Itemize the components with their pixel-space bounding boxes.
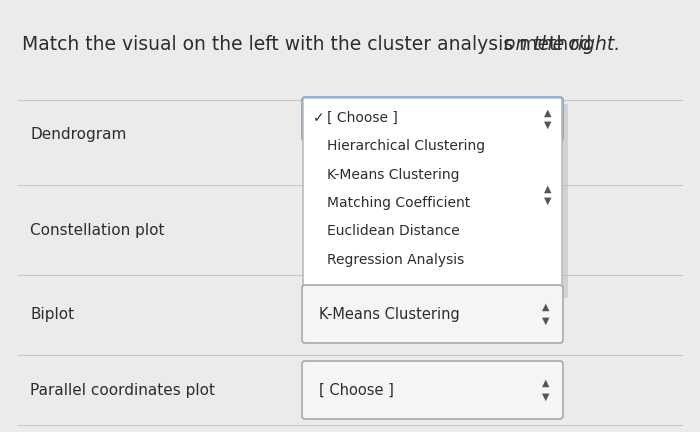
Text: Euclidean Distance: Euclidean Distance [327, 224, 460, 238]
Text: Constellation plot: Constellation plot [30, 222, 164, 238]
Text: ▼: ▼ [545, 120, 552, 130]
Text: on the right.: on the right. [504, 35, 620, 54]
Text: ▼: ▼ [545, 196, 552, 206]
Text: Dendrogram: Dendrogram [30, 127, 127, 143]
Text: ▼: ▼ [542, 392, 550, 402]
Text: [ Choose ]: [ Choose ] [319, 382, 394, 397]
Text: ▲: ▲ [545, 108, 552, 118]
FancyBboxPatch shape [302, 285, 563, 343]
FancyBboxPatch shape [302, 361, 563, 419]
Text: ▲: ▲ [542, 302, 550, 312]
Text: ✓: ✓ [313, 111, 325, 125]
FancyBboxPatch shape [309, 104, 568, 298]
Text: K-Means Clustering: K-Means Clustering [319, 306, 460, 321]
Text: K-Means Clustering: K-Means Clustering [327, 168, 459, 182]
Text: ▲: ▲ [545, 184, 552, 194]
FancyBboxPatch shape [303, 98, 562, 292]
Text: ▲: ▲ [542, 378, 550, 388]
Text: Regression Analysis: Regression Analysis [327, 253, 464, 267]
Text: Hierarchical Clustering: Hierarchical Clustering [327, 140, 485, 153]
Text: Matching Coefficient: Matching Coefficient [327, 196, 470, 210]
Text: Match the visual on the left with the cluster analysis method: Match the visual on the left with the cl… [22, 35, 598, 54]
FancyBboxPatch shape [303, 98, 562, 140]
Text: [ Choose ]: [ Choose ] [327, 111, 398, 125]
Text: Parallel coordinates plot: Parallel coordinates plot [30, 382, 215, 397]
Text: Biplot: Biplot [30, 308, 74, 323]
Text: ▼: ▼ [542, 316, 550, 326]
